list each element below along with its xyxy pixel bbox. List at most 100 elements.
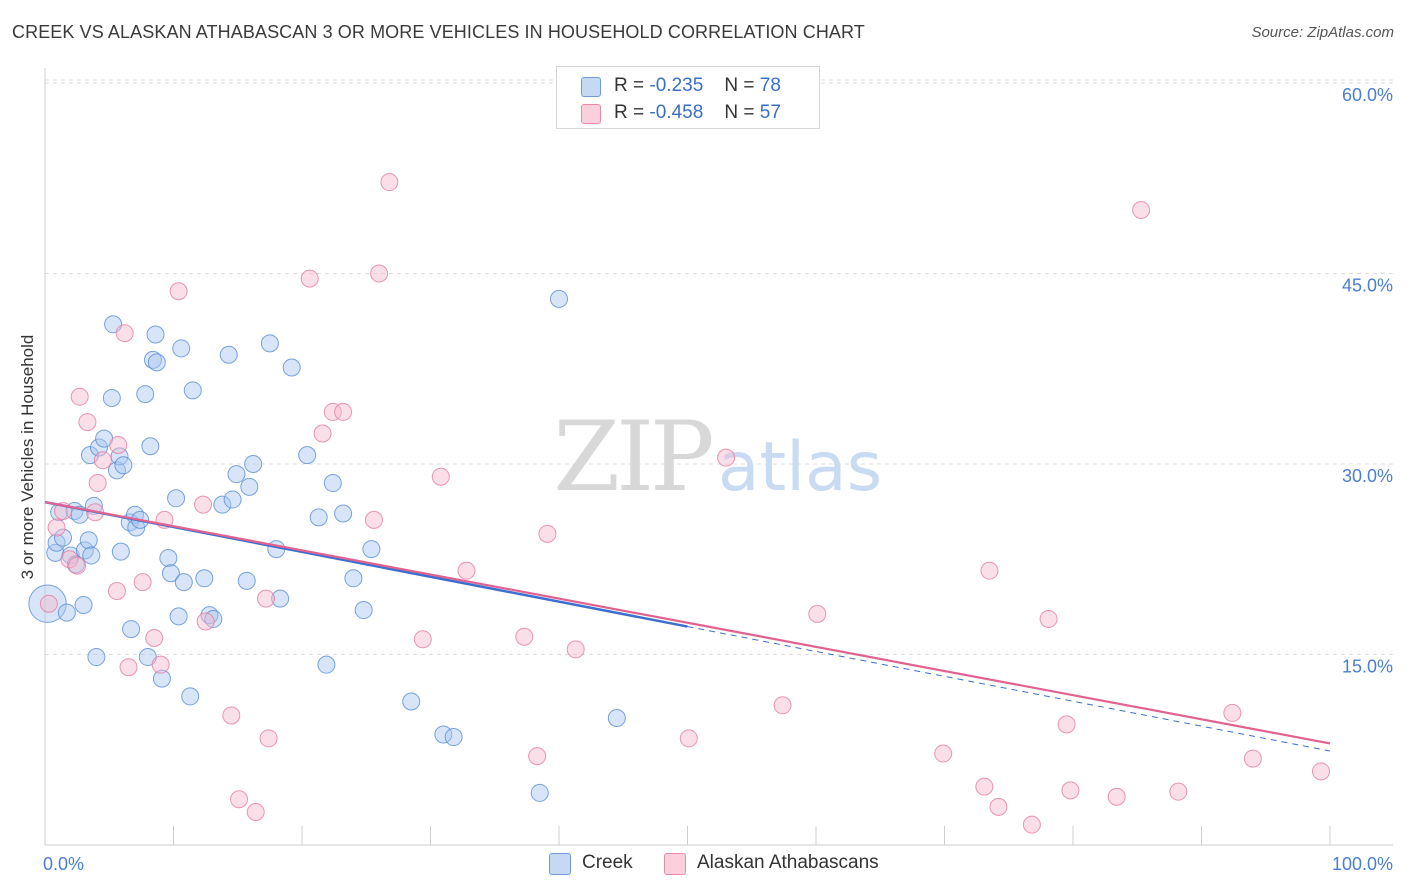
creek-point: [169, 607, 188, 626]
athabascan-point: [323, 402, 342, 421]
trend-lines: [44, 500, 1331, 752]
athabascan-point: [1243, 749, 1262, 768]
athabascan-point: [68, 556, 87, 575]
athabascan-point: [107, 582, 126, 600]
creek-point: [174, 573, 193, 592]
athabascan-point: [717, 448, 736, 467]
athabascan-points: [39, 173, 1331, 834]
grid-lines: [45, 79, 1393, 655]
creek-point: [114, 456, 133, 475]
bottom-athabascan-swatch: [664, 853, 686, 875]
creek-point: [167, 489, 186, 508]
athabascan-point: [115, 324, 134, 343]
athabascan-r-label: R =: [614, 102, 645, 123]
y-tick-label: 15.0%: [1342, 657, 1393, 677]
creek-point: [183, 381, 202, 400]
y-tick-label: 30.0%: [1342, 466, 1393, 486]
athabascan-point: [679, 729, 698, 748]
creek-point: [607, 709, 626, 727]
creek-swatch: [581, 77, 601, 97]
x-tick-label: 0.0%: [43, 854, 84, 874]
y-tick-labels: 15.0% 30.0% 45.0% 60.0%: [1342, 85, 1393, 677]
creek-point: [53, 528, 72, 547]
athabascan-point: [980, 561, 999, 580]
creek-point: [57, 603, 76, 622]
creek-point: [309, 508, 328, 527]
athabascan-point: [1312, 762, 1331, 781]
athabascan-point: [246, 802, 265, 821]
creek-point: [227, 465, 246, 484]
creek-points: [28, 289, 626, 802]
athabascan-point: [222, 706, 241, 725]
bottom-athabascan-label: Alaskan Athabascans: [697, 852, 879, 873]
creek-point: [219, 345, 238, 364]
y-axis-label: 3 or more Vehicles in Household: [18, 334, 37, 580]
creek-point: [181, 687, 200, 706]
athabascan-point: [39, 594, 58, 613]
creek-point: [161, 564, 180, 583]
athabascan-point: [1022, 815, 1041, 834]
creek-point: [444, 728, 463, 747]
athabascan-point: [60, 550, 79, 569]
athabascan-point: [1057, 715, 1076, 734]
creek-point: [550, 289, 568, 308]
athabascan-point: [1132, 201, 1151, 219]
athabascan-point: [119, 658, 138, 677]
creek-point: [147, 353, 166, 372]
athabascan-point: [1169, 782, 1188, 801]
athabascan-point: [457, 561, 476, 580]
creek-point: [237, 571, 256, 590]
creek-point: [323, 474, 342, 493]
axes: [44, 68, 1393, 846]
creek-n-value: 78: [759, 75, 781, 96]
creek-point: [79, 531, 98, 550]
athabascan-point: [313, 424, 332, 443]
y-tick-label: 45.0%: [1342, 276, 1393, 296]
athabascan-point: [257, 589, 276, 608]
creek-point: [146, 325, 165, 344]
creek-point: [317, 655, 336, 674]
athabascan-point: [413, 630, 432, 649]
bottom-creek-swatch: [549, 853, 571, 875]
athabascan-point: [334, 402, 353, 421]
athabascan-point: [230, 790, 249, 809]
source-credit: Source: ZipAtlas.com: [1251, 24, 1394, 41]
athabascan-point: [989, 797, 1008, 816]
athabascan-swatch: [581, 104, 601, 124]
athabascan-point: [380, 173, 399, 192]
creek-point: [152, 669, 171, 688]
bottom-creek-label: Creek: [582, 852, 633, 873]
creek-point: [159, 548, 178, 567]
creek-point: [354, 601, 373, 620]
creek-point: [362, 540, 381, 559]
creek-point: [102, 388, 121, 407]
athabascan-point: [93, 451, 112, 470]
athabascan-point: [47, 518, 66, 537]
athabascan-n-value: 57: [759, 102, 781, 123]
chart-title: CREEK VS ALASKAN ATHABASCAN 3 OR MORE VE…: [12, 22, 865, 42]
creek-point: [111, 542, 130, 561]
creek-point: [122, 620, 141, 639]
athabascan-r-value: -0.458: [649, 102, 704, 123]
creek-r-label: R =: [614, 75, 645, 96]
creek-r-value: -0.235: [649, 75, 704, 96]
athabascan-point: [196, 612, 215, 631]
creek-point: [271, 589, 290, 608]
athabascan-point: [364, 510, 383, 529]
athabascan-point: [370, 264, 389, 283]
athabascan-point: [975, 777, 994, 796]
athabascan-point: [773, 696, 792, 715]
creek-point: [298, 446, 317, 465]
correlation-legend: R = -0.235 N = 78 R = -0.458 N = 57: [556, 66, 820, 129]
creek-trend-extension: [687, 626, 1331, 752]
athabascan-point: [1061, 781, 1080, 800]
athabascan-point: [145, 628, 164, 647]
creek-point: [87, 648, 106, 667]
creek-point: [334, 504, 353, 523]
athabascan-point: [133, 573, 152, 592]
creek-n-label: N =: [724, 75, 755, 96]
athabascan-point: [808, 604, 827, 623]
athabascan-point: [78, 413, 97, 432]
athabascan-point: [1107, 787, 1126, 806]
